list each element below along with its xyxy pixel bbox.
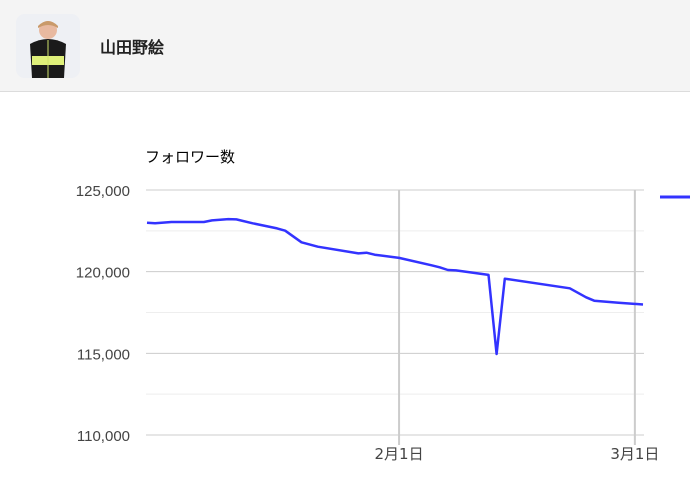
x-tick-label: 2月1日	[375, 445, 424, 463]
x-tick-label: 3月1日	[610, 445, 659, 463]
profile-name: 山田野絵	[100, 38, 165, 57]
avatar-image-icon	[16, 14, 80, 78]
follower-chart: フォロワー数 2月1日 3月1日 110,000 115,000 120,000 125…	[76, 148, 690, 463]
avatar[interactable]	[16, 14, 80, 78]
y-tick-label: 120,000	[76, 265, 130, 282]
y-tick-label: 115,000	[77, 346, 130, 363]
y-tick-label: 125,000	[76, 183, 130, 200]
follower-count-line	[146, 217, 644, 356]
profile-header: 山田野絵	[0, 0, 690, 92]
y-tick-label: 110,000	[77, 428, 130, 445]
chart-title: フォロワー数	[145, 148, 235, 166]
